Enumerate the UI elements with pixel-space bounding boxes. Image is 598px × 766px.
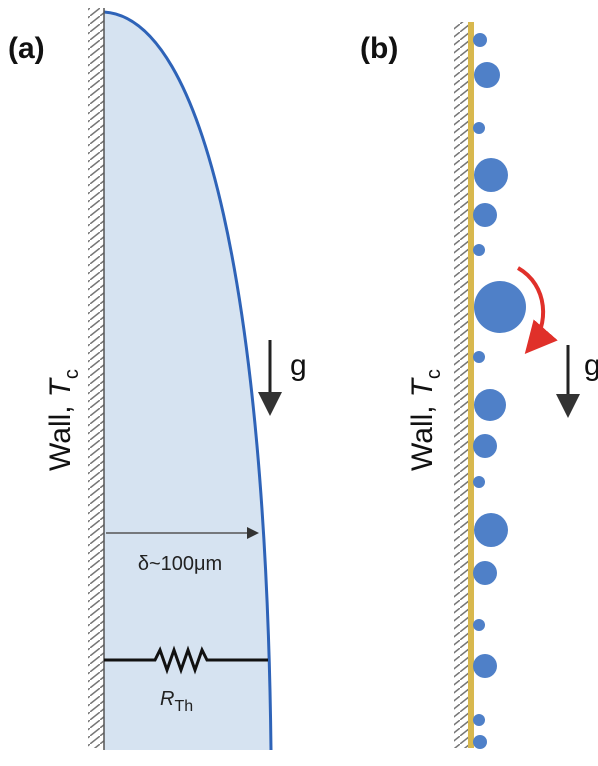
resistance-symbol: R [160,688,174,710]
panel-b: (b) Wall, Tc g [360,22,598,749]
film-surface [103,10,273,751]
rolloff-arrow [516,266,558,355]
gravity-label: g [290,349,307,382]
droplet [473,203,497,227]
wall [88,8,104,748]
gravity-label: g [584,349,598,382]
droplet [473,735,487,749]
thermal-resistor [104,645,268,675]
droplet [473,351,485,363]
temperature-subscript: c [423,369,445,379]
thickness-label: δ~100μm [138,553,222,575]
droplet [474,281,526,333]
panel-a: (a) Wall, Tc g δ~100μm RTh [8,8,307,751]
coating [468,22,474,748]
panel-label: (b) [360,32,398,65]
droplet [474,513,508,547]
temperature-symbol: T [44,376,77,397]
droplet [474,389,506,421]
droplet [473,619,485,631]
temperature-symbol: T [406,376,439,397]
temperature-subscript: c [61,369,83,379]
droplets [473,33,526,749]
resistance-label: RTh [160,688,193,715]
droplet [474,158,508,192]
resistance-subscript: Th [174,698,193,715]
droplet [473,654,497,678]
droplet [473,434,497,458]
wall [454,22,468,748]
wall-text: Wall, [406,405,439,471]
droplet [473,122,485,134]
wall-label: Wall, Tc [44,369,83,471]
panel-label: (a) [8,32,45,65]
droplet [473,33,487,47]
droplet [473,244,485,256]
droplet [474,62,500,88]
droplet [473,476,485,488]
droplet [473,561,497,585]
droplet [473,714,485,726]
wall-text: Wall, [44,405,77,471]
condensate-film [104,12,271,750]
wall-label: Wall, Tc [406,369,445,471]
